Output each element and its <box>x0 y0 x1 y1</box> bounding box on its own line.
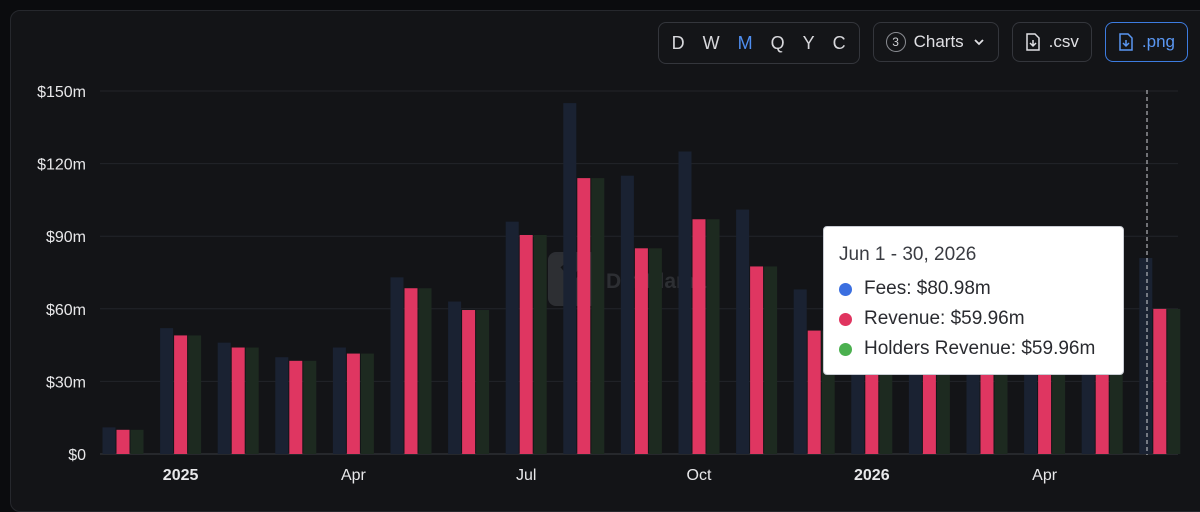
fees-bar[interactable] <box>620 175 634 454</box>
tooltip-row-revenue: Revenue: $59.96m <box>839 304 1108 334</box>
revenue-bar[interactable] <box>462 310 476 454</box>
holders-revenue-bar[interactable] <box>648 248 662 454</box>
fees-bar[interactable] <box>448 301 462 454</box>
holders-revenue-bar[interactable] <box>245 347 259 454</box>
fees-bar[interactable] <box>678 151 692 455</box>
charts-dropdown-label: Charts <box>913 32 964 51</box>
holders-revenue-bar[interactable] <box>936 349 950 454</box>
y-tick-label: $60m <box>46 302 86 319</box>
chart-toolbar: D W M Q Y C 3 Charts .csv .png <box>657 22 1188 64</box>
holders-revenue-bar[interactable] <box>476 310 490 454</box>
chart-tooltip: Jun 1 - 30, 2026 Fees: $80.98m Revenue: … <box>823 226 1124 375</box>
y-tick-label: $0 <box>68 447 86 464</box>
revenue-bar[interactable] <box>1095 349 1109 454</box>
holders-revenue-bar[interactable] <box>360 353 374 454</box>
x-tick-label: 2025 <box>163 467 199 484</box>
fees-bar[interactable] <box>1139 258 1153 454</box>
revenue-bar[interactable] <box>289 360 303 454</box>
y-tick-label: $150m <box>37 84 86 101</box>
revenue-bar[interactable] <box>980 352 994 454</box>
period-button-d[interactable]: D <box>671 33 685 53</box>
fees-revenue-chart[interactable]: DefiLlama $0$30m$60m$90m$120m$150m2025Ap… <box>0 0 1200 500</box>
holders-revenue-bar[interactable] <box>591 178 605 454</box>
y-tick-label: $30m <box>46 374 86 391</box>
period-button-c[interactable]: C <box>832 33 846 53</box>
holders-revenue-bar[interactable] <box>303 360 317 454</box>
x-tick-label: Jul <box>516 467 536 484</box>
holders-revenue-bar[interactable] <box>706 219 720 454</box>
fees-bar[interactable] <box>275 357 289 454</box>
holders-revenue-bar[interactable] <box>418 288 432 454</box>
revenue-bar[interactable] <box>116 429 130 454</box>
revenue-bar[interactable] <box>577 178 591 454</box>
download-csv-label: .csv <box>1048 32 1079 51</box>
period-button-q[interactable]: Q <box>770 33 785 53</box>
x-tick-label: Oct <box>687 467 712 484</box>
tooltip-holders-revenue-value: Holders Revenue: $59.96m <box>864 338 1096 359</box>
x-tick-label: Apr <box>341 467 367 484</box>
holders-revenue-bar[interactable] <box>130 429 144 454</box>
chevron-down-icon <box>972 35 986 49</box>
fees-bar[interactable] <box>160 328 174 454</box>
fees-bar[interactable] <box>505 221 519 454</box>
holders-revenue-bar[interactable] <box>1109 349 1123 454</box>
y-tick-label: $120m <box>37 157 86 174</box>
fees-bar[interactable] <box>332 347 346 454</box>
revenue-bar[interactable] <box>922 349 936 454</box>
revenue-bar[interactable] <box>807 330 821 454</box>
tooltip-fees-value: Fees: $80.98m <box>864 278 991 299</box>
holders-revenue-bar[interactable] <box>188 335 202 454</box>
download-image-icon <box>1118 33 1134 51</box>
holders-revenue-legend-dot <box>839 342 852 356</box>
x-tick-label: 2026 <box>854 467 890 484</box>
revenue-bar[interactable] <box>519 234 533 454</box>
period-button-m[interactable]: M <box>737 33 753 53</box>
tooltip-row-fees: Fees: $80.98m <box>839 274 1108 304</box>
charts-dropdown-button[interactable]: 3 Charts <box>872 22 999 62</box>
fees-bar[interactable] <box>102 427 116 454</box>
period-button-w[interactable]: W <box>702 33 720 53</box>
charts-count-badge: 3 <box>885 32 906 52</box>
fees-legend-dot <box>839 282 852 296</box>
revenue-bar[interactable] <box>404 288 418 454</box>
period-button-y[interactable]: Y <box>802 33 815 53</box>
tooltip-title: Jun 1 - 30, 2026 <box>839 244 977 265</box>
revenue-bar[interactable] <box>750 266 764 454</box>
fees-bar[interactable] <box>793 289 807 454</box>
fees-bar[interactable] <box>736 209 750 454</box>
tooltip-row-holders-revenue: Holders Revenue: $59.96m <box>839 334 1108 364</box>
revenue-bar[interactable] <box>692 219 706 454</box>
revenue-legend-dot <box>839 312 852 326</box>
download-png-button[interactable]: .png <box>1104 22 1188 62</box>
download-csv-button[interactable]: .csv <box>1011 22 1092 62</box>
tooltip-revenue-value: Revenue: $59.96m <box>864 308 1025 329</box>
fees-bar[interactable] <box>390 277 404 454</box>
revenue-bar[interactable] <box>1153 308 1167 454</box>
holders-revenue-bar[interactable] <box>764 266 778 454</box>
holders-revenue-bar[interactable] <box>1167 308 1181 454</box>
holders-revenue-bar[interactable] <box>994 352 1008 454</box>
download-png-label: .png <box>1141 32 1175 51</box>
fees-bar[interactable] <box>563 103 577 454</box>
revenue-bar[interactable] <box>174 335 188 454</box>
revenue-bar[interactable] <box>231 347 245 454</box>
revenue-bar[interactable] <box>634 248 648 454</box>
x-tick-label: Apr <box>1032 467 1058 484</box>
fees-bar[interactable] <box>217 342 231 454</box>
download-file-icon <box>1025 33 1041 51</box>
y-tick-label: $90m <box>46 229 86 246</box>
holders-revenue-bar[interactable] <box>533 234 547 454</box>
period-selector: D W M Q Y C <box>657 22 860 64</box>
revenue-bar[interactable] <box>346 353 360 454</box>
